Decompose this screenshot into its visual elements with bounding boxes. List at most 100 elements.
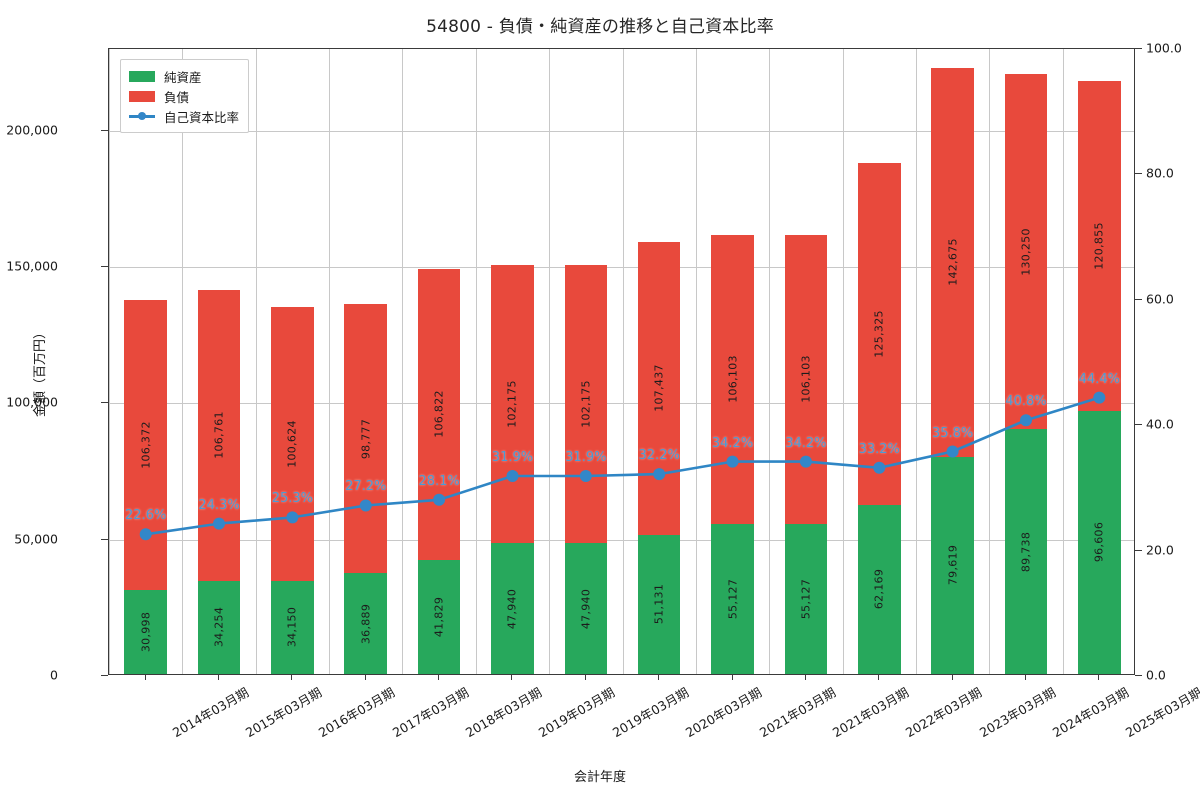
gridline-vertical: [623, 49, 624, 674]
x-axis-tick-mark: [878, 675, 880, 680]
bar-segment-debt[interactable]: 102,175: [491, 264, 534, 544]
bar-segment-equity[interactable]: 62,169: [857, 504, 901, 674]
legend-color-swatch-icon: [129, 90, 155, 102]
bar-segment-debt[interactable]: 100,624: [271, 306, 314, 581]
y-axis-left-tick-mark: [101, 266, 108, 268]
y-axis-right-tick-mark: [1135, 424, 1142, 426]
gridline-vertical: [402, 49, 403, 674]
gridline-vertical: [329, 49, 330, 674]
bar-group[interactable]: 89,738 130,250: [1004, 74, 1048, 674]
x-axis-tick-mark: [1024, 675, 1026, 680]
bar-group[interactable]: 30,998 106,372: [124, 299, 167, 674]
x-axis-tick-mark: [438, 675, 440, 680]
ratio-value-label: 40.8%: [1005, 394, 1047, 410]
bar-group[interactable]: 62,169 125,325: [857, 162, 901, 674]
bar-group[interactable]: 36,889 98,777: [344, 304, 388, 674]
bar-group[interactable]: 34,150 100,624: [271, 306, 314, 674]
bar-segment-equity[interactable]: 30,998: [124, 589, 167, 674]
bar-segment-equity[interactable]: 55,127: [711, 523, 754, 674]
ratio-data-point[interactable]: [213, 517, 225, 530]
ratio-value-label: 33.2%: [858, 441, 900, 457]
ratio-value-label: 32.2%: [638, 448, 680, 464]
ratio-data-point[interactable]: [579, 470, 592, 482]
ratio-value-label: 25.3%: [271, 491, 314, 507]
x-axis-tick-label: 2015年03月期: [242, 684, 325, 741]
gridline-vertical: [256, 49, 257, 674]
bar-segment-debt[interactable]: 98,777: [344, 304, 388, 574]
x-axis-tick-label: 2021年03月期: [756, 684, 838, 741]
ratio-data-point[interactable]: [946, 445, 959, 458]
gridline-vertical: [109, 49, 110, 674]
bar-segment-debt[interactable]: 107,437: [637, 241, 681, 535]
bar-group[interactable]: 79,619 142,675: [931, 68, 974, 674]
ratio-value-label: 35.8%: [931, 425, 974, 441]
bar-segment-equity[interactable]: 36,889: [344, 573, 388, 674]
bar-group[interactable]: 51,131 107,437: [637, 241, 681, 674]
bar-segment-equity[interactable]: 89,738: [1004, 429, 1048, 674]
bar-segment-equity[interactable]: 34,254: [197, 580, 241, 674]
x-axis-tick-mark: [511, 675, 513, 680]
bar-segment-debt[interactable]: 125,325: [857, 162, 901, 505]
bar-group[interactable]: 41,829 106,822: [417, 268, 461, 674]
gridline-vertical: [696, 49, 697, 674]
plot-area: 30,998 106,372 34,254 106,761 34,150 100,624 3…: [108, 48, 1135, 675]
y-axis-left-tick-label: 0: [50, 667, 58, 683]
ratio-data-point[interactable]: [506, 470, 519, 482]
x-axis-tick-label: 2016年03月期: [316, 684, 398, 741]
y-axis-left-tick-mark: [101, 402, 108, 404]
y-axis-left-tick-mark: [101, 675, 108, 676]
x-axis-tick-mark: [731, 675, 733, 680]
bar-segment-equity[interactable]: 47,940: [564, 543, 608, 674]
ratio-value-label: 27.2%: [345, 479, 387, 495]
bar-segment-debt[interactable]: 106,103: [711, 234, 754, 524]
x-axis-tick-mark: [364, 675, 366, 680]
bar-segment-equity[interactable]: 41,829: [417, 559, 461, 674]
bar-segment-equity[interactable]: 55,127: [784, 523, 828, 674]
y-axis-left-tick-label: 150,000: [6, 258, 58, 274]
bar-segment-equity[interactable]: 47,940: [491, 543, 534, 674]
bar-group[interactable]: 34,254 106,761: [197, 289, 241, 674]
bar-group[interactable]: 55,127 106,103: [711, 234, 754, 674]
ratio-data-point[interactable]: [286, 511, 299, 524]
ratio-data-point[interactable]: [653, 468, 666, 481]
bar-group[interactable]: 96,606 120,855: [1078, 81, 1121, 674]
y-axis-right-tick-label: 60.0: [1146, 291, 1174, 307]
bar-segment-debt[interactable]: 102,175: [564, 264, 608, 544]
ratio-data-point[interactable]: [433, 493, 446, 506]
bar-segment-debt[interactable]: 130,250: [1004, 74, 1048, 430]
ratio-data-point[interactable]: [1093, 391, 1106, 404]
x-axis-tick-label: 2021年03月期: [829, 684, 912, 741]
y-axis-right-tick-mark: [1135, 298, 1142, 300]
bar-segment-equity[interactable]: 34,150: [271, 580, 314, 674]
bar-group[interactable]: 47,940 102,175: [564, 264, 608, 674]
bar-segment-debt[interactable]: 106,372: [124, 299, 167, 590]
bar-group[interactable]: 47,940 102,175: [491, 264, 534, 674]
legend-item[interactable]: 負債: [129, 86, 239, 106]
bar-segment-debt[interactable]: 120,855: [1078, 81, 1121, 411]
gridline-vertical: [843, 49, 844, 674]
bar-segment-debt[interactable]: 142,675: [931, 68, 974, 457]
ratio-data-point[interactable]: [799, 455, 812, 468]
y-axis-right-tick-label: 100.0: [1146, 40, 1182, 56]
x-axis-tick-mark: [584, 675, 586, 680]
bar-segment-debt[interactable]: 106,103: [784, 234, 828, 524]
gridline-horizontal: [109, 267, 1134, 269]
ratio-data-point[interactable]: [873, 461, 886, 474]
x-axis-tick-mark: [658, 675, 660, 680]
x-axis-tick-label: 2022年03月期: [903, 684, 985, 741]
bar-segment-equity[interactable]: 51,131: [637, 534, 681, 674]
bar-segment-debt[interactable]: 106,761: [197, 289, 241, 581]
ratio-data-point[interactable]: [359, 499, 372, 512]
ratio-data-point[interactable]: [726, 455, 739, 468]
ratio-data-point[interactable]: [1020, 414, 1032, 427]
legend-item[interactable]: 純資産: [129, 66, 239, 86]
bar-segment-debt[interactable]: 106,822: [417, 268, 461, 560]
bar-segment-equity[interactable]: 96,606: [1078, 410, 1121, 674]
ratio-data-point[interactable]: [139, 528, 152, 541]
ratio-value-label: 34.2%: [785, 435, 827, 451]
ratio-value-label: 24.3%: [198, 497, 240, 513]
bar-group[interactable]: 55,127 106,103: [784, 234, 828, 674]
x-axis-tick-label: 2017年03月期: [389, 684, 471, 741]
bar-segment-equity[interactable]: 79,619: [931, 456, 974, 674]
legend-item[interactable]: 自己資本比率: [129, 106, 239, 126]
